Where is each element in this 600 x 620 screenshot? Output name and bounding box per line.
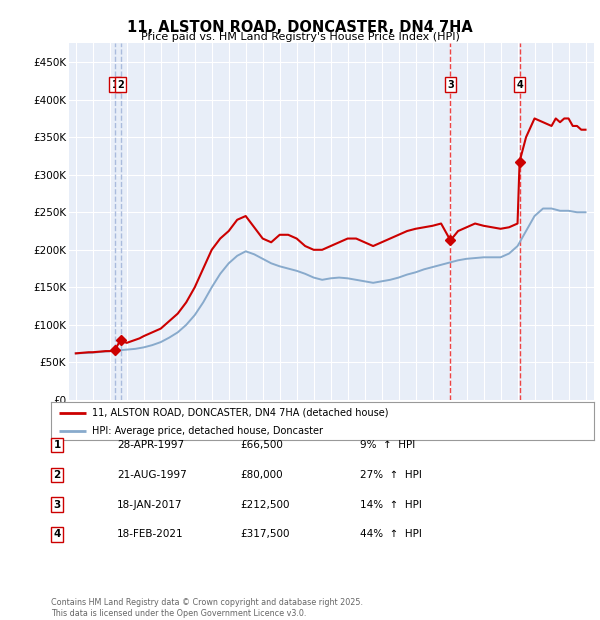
Text: 28-APR-1997: 28-APR-1997 [117, 440, 184, 450]
Text: 14%  ↑  HPI: 14% ↑ HPI [360, 500, 422, 510]
Text: 3: 3 [447, 80, 454, 90]
Text: 3: 3 [53, 500, 61, 510]
Text: 18-JAN-2017: 18-JAN-2017 [117, 500, 182, 510]
Text: 1: 1 [53, 440, 61, 450]
Text: 11, ALSTON ROAD, DONCASTER, DN4 7HA (detached house): 11, ALSTON ROAD, DONCASTER, DN4 7HA (det… [92, 407, 388, 417]
Text: Contains HM Land Registry data © Crown copyright and database right 2025.
This d: Contains HM Land Registry data © Crown c… [51, 598, 363, 618]
Text: 27%  ↑  HPI: 27% ↑ HPI [360, 470, 422, 480]
Text: 11, ALSTON ROAD, DONCASTER, DN4 7HA: 11, ALSTON ROAD, DONCASTER, DN4 7HA [127, 20, 473, 35]
Text: 9%  ↑  HPI: 9% ↑ HPI [360, 440, 415, 450]
Text: £66,500: £66,500 [240, 440, 283, 450]
Text: 44%  ↑  HPI: 44% ↑ HPI [360, 529, 422, 539]
Text: 2: 2 [53, 470, 61, 480]
Text: Price paid vs. HM Land Registry's House Price Index (HPI): Price paid vs. HM Land Registry's House … [140, 32, 460, 42]
Text: 18-FEB-2021: 18-FEB-2021 [117, 529, 184, 539]
Text: £212,500: £212,500 [240, 500, 290, 510]
Text: 21-AUG-1997: 21-AUG-1997 [117, 470, 187, 480]
Text: £80,000: £80,000 [240, 470, 283, 480]
Text: 4: 4 [516, 80, 523, 90]
Text: 1: 1 [112, 80, 118, 90]
Text: 4: 4 [53, 529, 61, 539]
Text: HPI: Average price, detached house, Doncaster: HPI: Average price, detached house, Donc… [92, 425, 323, 436]
Text: 2: 2 [117, 80, 124, 90]
Text: £317,500: £317,500 [240, 529, 290, 539]
